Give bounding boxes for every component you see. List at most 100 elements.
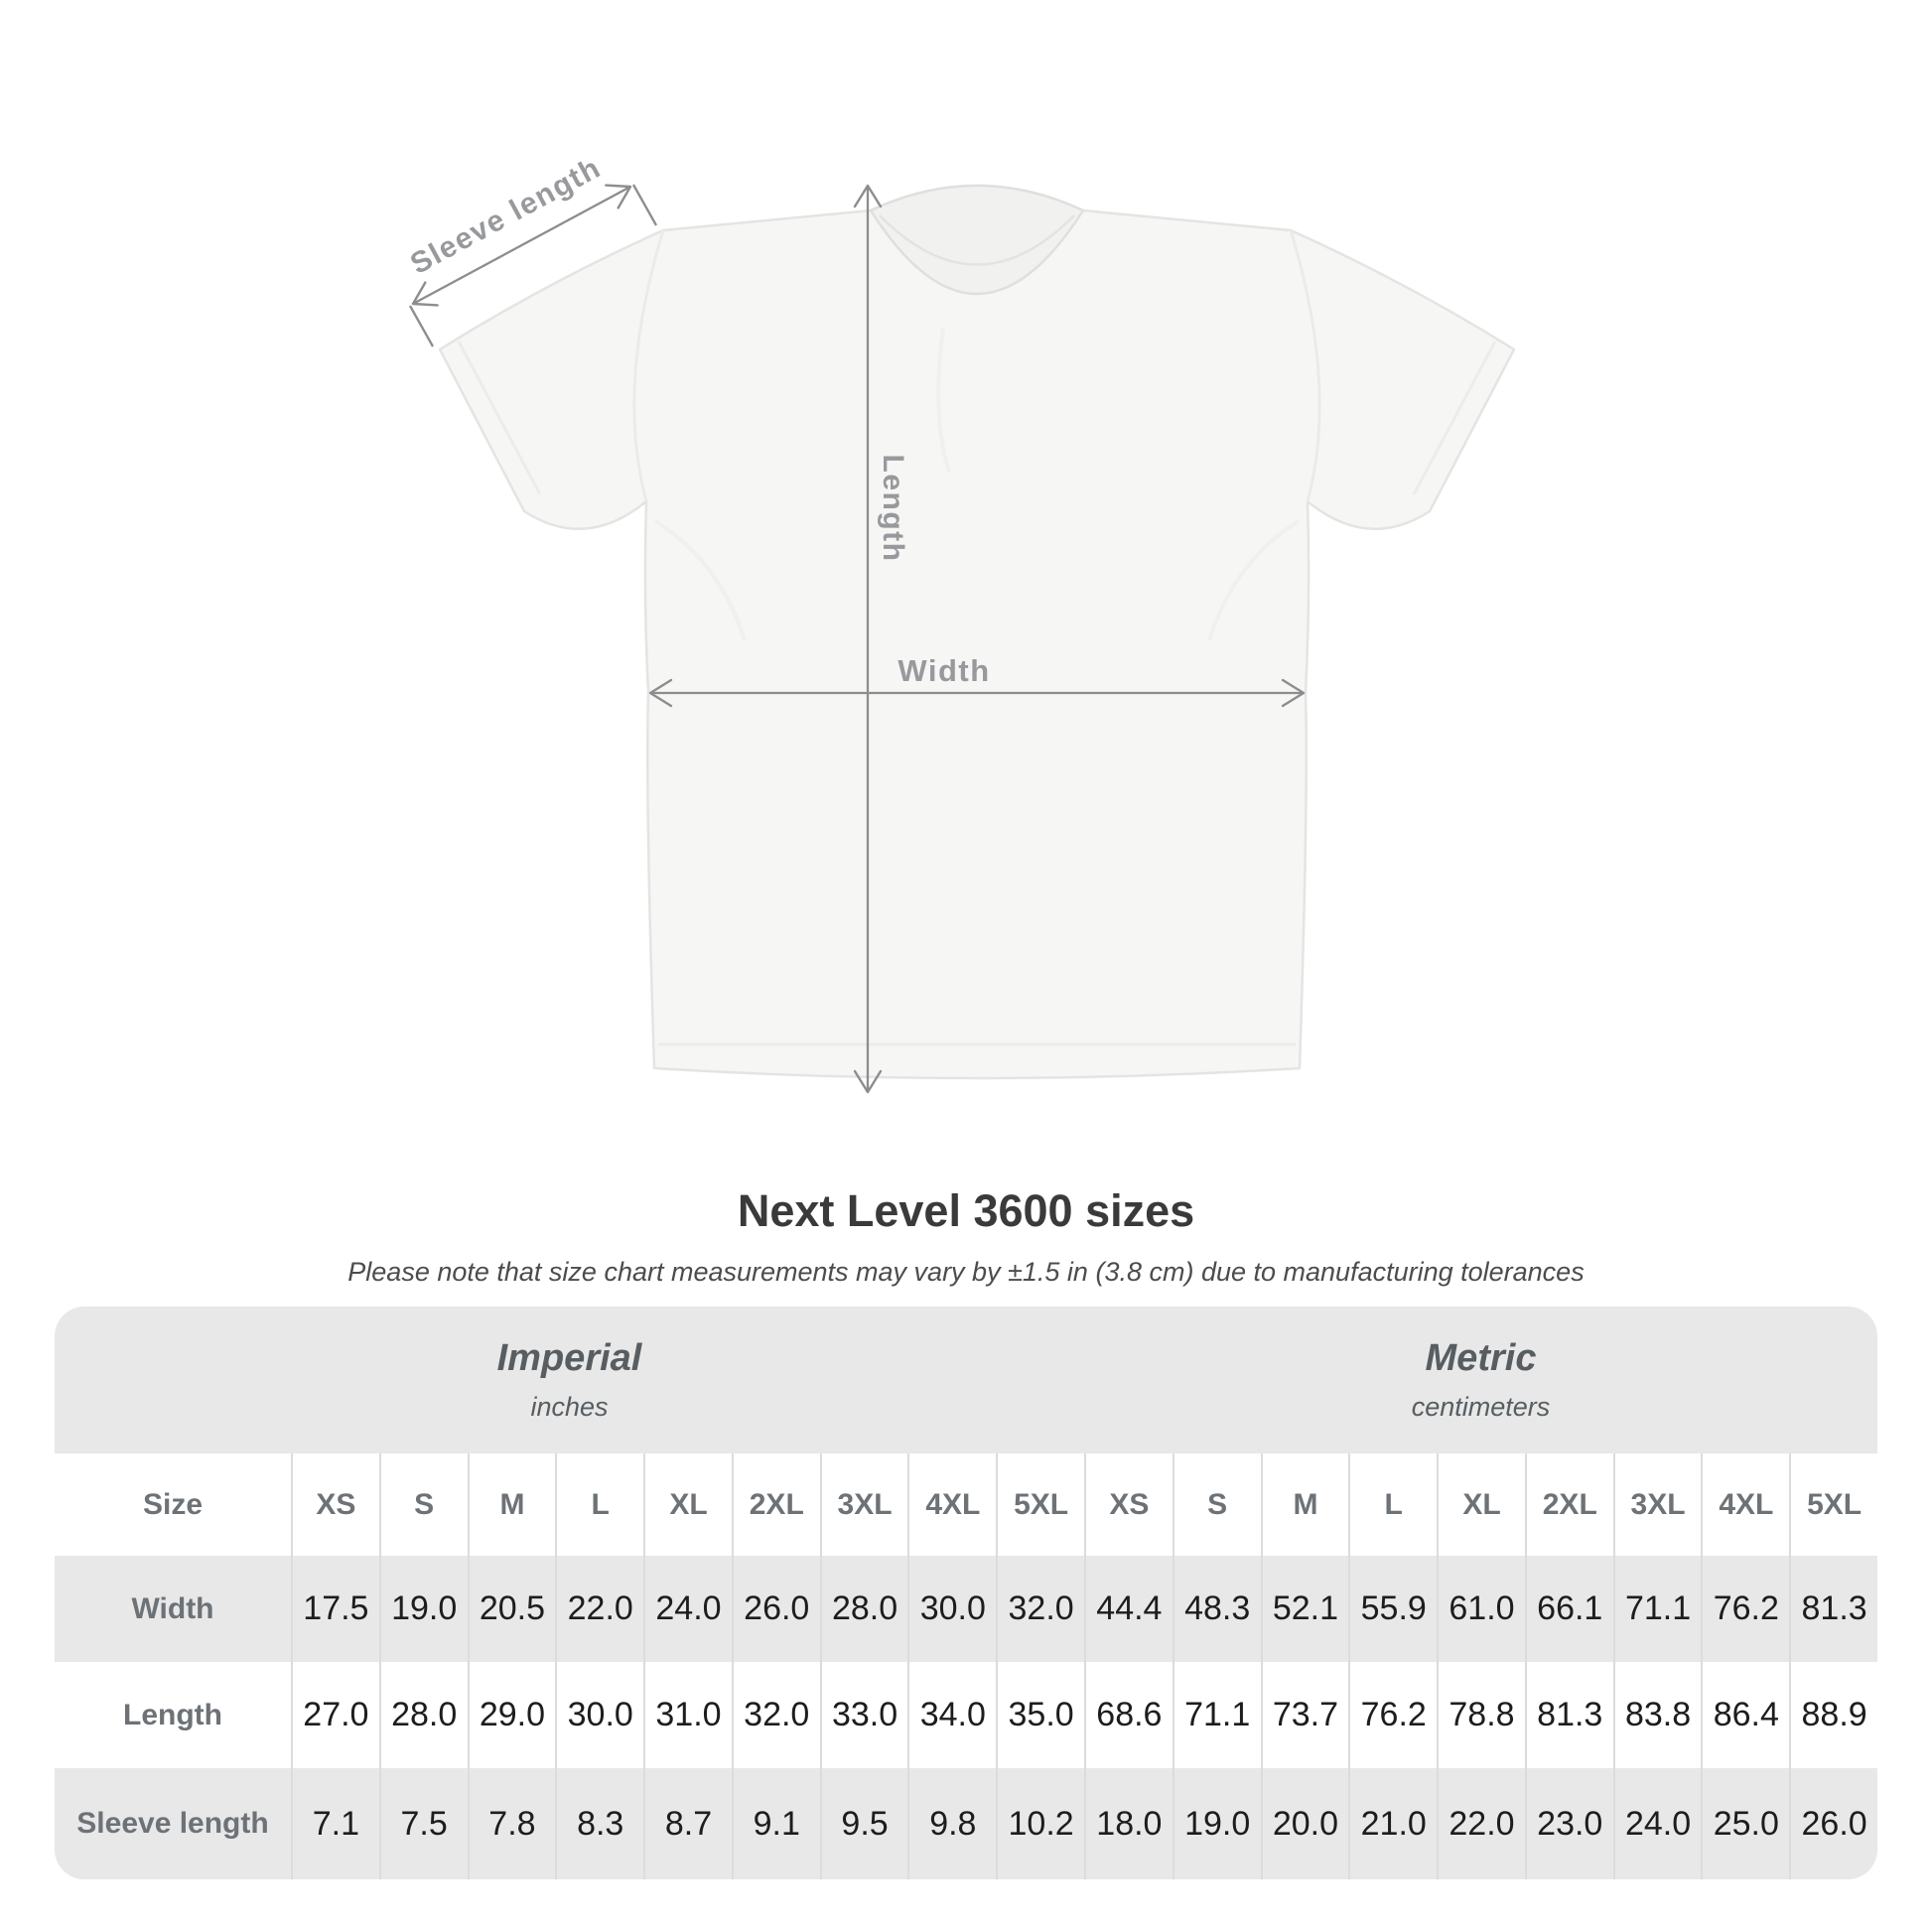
size-table: Imperial inches Metric centimeters Size X… [55, 1307, 1877, 1879]
table-cell: 48.3 [1172, 1556, 1261, 1662]
dimension-annotations: Sleeve length Length Width [405, 151, 1306, 1094]
table-cell: 76.2 [1348, 1662, 1438, 1768]
unit-group-unit: centimeters [1411, 1392, 1551, 1422]
sleeve-dimension-line [411, 184, 632, 307]
table-cell: 68.6 [1084, 1662, 1173, 1768]
col-header: XS [291, 1453, 379, 1556]
unit-group-name: Metric [1425, 1337, 1537, 1379]
row-label: Length [55, 1662, 291, 1768]
col-header: 4XL [1701, 1453, 1790, 1556]
col-header: S [378, 1453, 468, 1556]
row-label: Width [55, 1556, 291, 1662]
tshirt-drawing [438, 184, 1516, 1080]
table-cell: 83.8 [1612, 1662, 1702, 1768]
tshirt-collar [869, 184, 1085, 296]
table-cell: 26.0 [731, 1556, 820, 1662]
table-cell: 20.5 [467, 1556, 556, 1662]
table-cell: 9.1 [731, 1768, 820, 1879]
table-cell: 19.0 [378, 1556, 468, 1662]
tshirt-figure: Sleeve length Length Width [405, 151, 1516, 1094]
table-cell: 27.0 [291, 1662, 379, 1768]
table-cell: 76.2 [1701, 1556, 1790, 1662]
table-cell: 81.3 [1789, 1556, 1877, 1662]
table-cell: 86.4 [1701, 1662, 1790, 1768]
table-cell: 25.0 [1701, 1768, 1790, 1879]
col-header: XS [1084, 1453, 1173, 1556]
col-header: L [1348, 1453, 1438, 1556]
table-cell: 30.0 [555, 1662, 644, 1768]
table-cell: 7.1 [291, 1768, 379, 1879]
unit-group-metric: Metric centimeters [1084, 1307, 1877, 1453]
collar-band-stitch-line [879, 214, 1075, 266]
length-label: Length [877, 455, 909, 563]
table-cell: 22.0 [555, 1556, 644, 1662]
table-cell: 81.3 [1524, 1662, 1613, 1768]
page-title: Next Level 3600 sizes [737, 1185, 1195, 1236]
table-cell: 73.7 [1260, 1662, 1349, 1768]
table-cell: 66.1 [1524, 1556, 1613, 1662]
unit-group-unit: inches [530, 1392, 609, 1422]
table-cell: 44.4 [1084, 1556, 1173, 1662]
fabric-wrinkle [936, 327, 951, 473]
col-header: L [555, 1453, 644, 1556]
table-cell: 33.0 [819, 1662, 908, 1768]
table-cell: 7.8 [467, 1768, 556, 1879]
table-cell: 17.5 [291, 1556, 379, 1662]
col-header: 5XL [1789, 1453, 1877, 1556]
table-cell: 7.5 [378, 1768, 468, 1879]
table-cell: 26.0 [1789, 1768, 1877, 1879]
table-cell: 21.0 [1348, 1768, 1438, 1879]
table-cell: 9.5 [819, 1768, 908, 1879]
col-header: XL [643, 1453, 732, 1556]
col-header: M [467, 1453, 556, 1556]
table-cell: 18.0 [1084, 1768, 1173, 1879]
table-cell: 20.0 [1260, 1768, 1349, 1879]
table-cell: 24.0 [643, 1556, 732, 1662]
table-cell: 28.0 [378, 1662, 468, 1768]
armhole-seam-right [1289, 229, 1321, 502]
col-header: M [1260, 1453, 1349, 1556]
table-cell: 32.0 [731, 1662, 820, 1768]
table-cell: 22.0 [1437, 1768, 1525, 1879]
table-cell: 8.3 [555, 1768, 644, 1879]
table-cell: 29.0 [467, 1662, 556, 1768]
table-cell: 8.7 [643, 1768, 732, 1879]
col-header: XL [1437, 1453, 1525, 1556]
table-cell: 71.1 [1172, 1662, 1261, 1768]
row-label: Sleeve length [55, 1768, 291, 1879]
col-header: 4XL [907, 1453, 997, 1556]
unit-group-imperial: Imperial inches [55, 1307, 1084, 1453]
table-cell: 55.9 [1348, 1556, 1438, 1662]
col-header: S [1172, 1453, 1261, 1556]
table-cell: 30.0 [907, 1556, 997, 1662]
table-cell: 71.1 [1612, 1556, 1702, 1662]
table-cell: 34.0 [907, 1662, 997, 1768]
col-header: 2XL [1524, 1453, 1613, 1556]
col-header: 3XL [1612, 1453, 1702, 1556]
tolerance-note: Please note that size chart measurements… [347, 1257, 1585, 1287]
table-cell: 88.9 [1789, 1662, 1877, 1768]
table-cell: 31.0 [643, 1662, 732, 1768]
fabric-wrinkle [1207, 519, 1301, 641]
table-cell: 23.0 [1524, 1768, 1613, 1879]
sleeve-hem-stitch-left [457, 341, 542, 495]
col-header-size: Size [55, 1453, 291, 1556]
width-label: Width [897, 653, 990, 688]
unit-group-name: Imperial [496, 1337, 642, 1379]
table-cell: 61.0 [1437, 1556, 1525, 1662]
table-cell: 28.0 [819, 1556, 908, 1662]
sleeve-dimension-tick-shoulder [631, 184, 658, 226]
armhole-seam-left [632, 229, 665, 502]
tshirt-body [438, 184, 1516, 1080]
col-header: 5XL [996, 1453, 1084, 1556]
table-cell: 78.8 [1437, 1662, 1525, 1768]
col-header: 2XL [731, 1453, 820, 1556]
table-cell: 9.8 [907, 1768, 997, 1879]
sleeve-hem-stitch-right [1412, 341, 1497, 495]
table-cell: 52.1 [1260, 1556, 1349, 1662]
table-cell: 35.0 [996, 1662, 1084, 1768]
table-cell: 10.2 [996, 1768, 1084, 1879]
table-cell: 19.0 [1172, 1768, 1261, 1879]
table-cell: 24.0 [1612, 1768, 1702, 1879]
